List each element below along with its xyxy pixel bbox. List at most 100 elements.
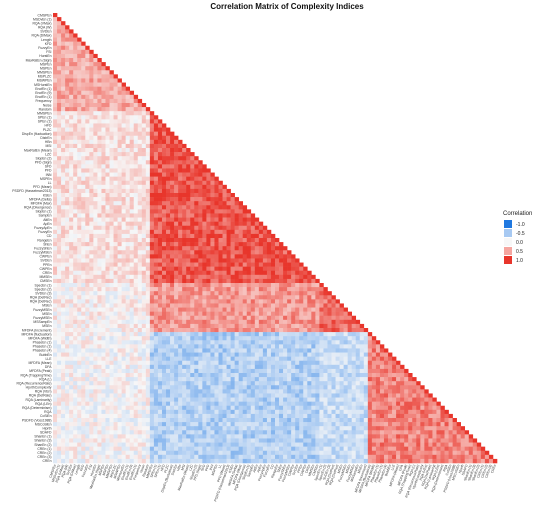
heatmap-cell [69,311,74,317]
heatmap-cell [73,287,78,292]
heatmap-cell [125,213,130,218]
heatmap-cell [170,413,175,419]
heatmap-cell [53,274,58,280]
heatmap-cell [81,381,86,386]
heatmap-cell [93,258,98,263]
heatmap-cell [178,139,183,145]
heatmap-cell [194,217,199,222]
heatmap-cell [141,233,147,239]
heatmap-cell [53,70,58,75]
heatmap-cell [69,323,74,329]
heatmap-cell [93,123,98,128]
heatmap-cell [157,238,163,243]
heatmap-cell [246,266,252,272]
heatmap-cell [105,283,110,288]
heatmap-cell [53,78,58,83]
heatmap-cell [153,160,159,165]
heatmap-cell [149,176,155,182]
heatmap-cell [166,373,171,378]
heatmap-cell [379,413,385,419]
heatmap-cell [77,86,82,92]
heatmap-cell [230,397,235,402]
heatmap-cell [141,180,147,186]
heatmap-cell [101,143,106,149]
heatmap-cell [97,274,102,280]
heatmap-cell [125,360,130,366]
heatmap-cell [61,315,66,321]
heatmap-cell [198,381,203,386]
heatmap-cell [93,405,98,411]
heatmap-cell [65,360,70,366]
heatmap-cell [222,401,227,407]
heatmap-cell [149,328,155,333]
heatmap-cell [234,389,239,394]
heatmap-cell [61,250,66,255]
heatmap-cell [137,188,143,194]
heatmap-cell [270,348,276,353]
heatmap-cell [238,291,244,296]
heatmap-cell [149,233,155,239]
heatmap-cell [262,405,268,411]
heatmap-cell [299,291,304,296]
heatmap-cell [85,172,90,177]
heatmap-cell [157,328,163,333]
heatmap-cell [113,168,118,173]
heatmap-cell [287,340,292,345]
heatmap-cell [81,58,86,63]
heatmap-cell [202,319,207,325]
heatmap-cell [57,303,62,308]
heatmap-cell [89,242,94,247]
heatmap-cell [275,328,280,333]
heatmap-cell [234,242,239,247]
heatmap-cell [339,397,344,402]
heatmap-cell [137,283,143,288]
heatmap-cell [73,246,78,251]
heatmap-cell [61,168,66,173]
heatmap-cell [202,201,207,206]
heatmap-cell [53,176,58,182]
heatmap-cell [170,274,175,280]
heatmap-cell [166,397,171,402]
heatmap-cell [125,143,130,149]
heatmap-cell [339,315,344,321]
heatmap-cell [53,307,58,312]
heatmap-cell [279,397,284,402]
heatmap-cell [331,360,336,366]
heatmap-cell [149,213,155,218]
heatmap-cell [367,401,373,407]
heatmap-cell [379,344,385,349]
heatmap-cell [279,266,284,272]
heatmap-cell [170,168,175,173]
heatmap-cell [379,377,385,382]
heatmap-cell [93,254,98,259]
heatmap-cell [145,352,151,357]
heatmap-cell [113,94,118,100]
heatmap-cell [109,323,114,329]
heatmap-cell [206,364,211,370]
heatmap-cell [367,381,373,386]
heatmap-cell [343,409,348,415]
heatmap-cell [186,180,191,186]
heatmap-cell [89,184,94,190]
heatmap-cell [149,360,155,366]
heatmap-cell [400,389,405,394]
heatmap-cell [190,274,195,280]
heatmap-cell [170,332,175,337]
heatmap-cell [145,164,151,169]
heatmap-cell [230,401,235,407]
heatmap-cell [214,197,219,202]
heatmap-cell [218,323,223,329]
heatmap-cell [182,229,187,235]
heatmap-cell [89,381,94,386]
heatmap-cell [109,188,114,194]
heatmap-cell [69,250,74,255]
heatmap-cell [73,90,78,96]
heatmap-cell [206,315,211,321]
heatmap-cell [307,389,312,394]
heatmap-cell [174,266,179,272]
heatmap-cell [218,418,223,423]
heatmap-cell [291,307,296,312]
heatmap-cell [262,238,268,243]
heatmap-cell [323,405,328,411]
heatmap-cell [379,409,385,415]
